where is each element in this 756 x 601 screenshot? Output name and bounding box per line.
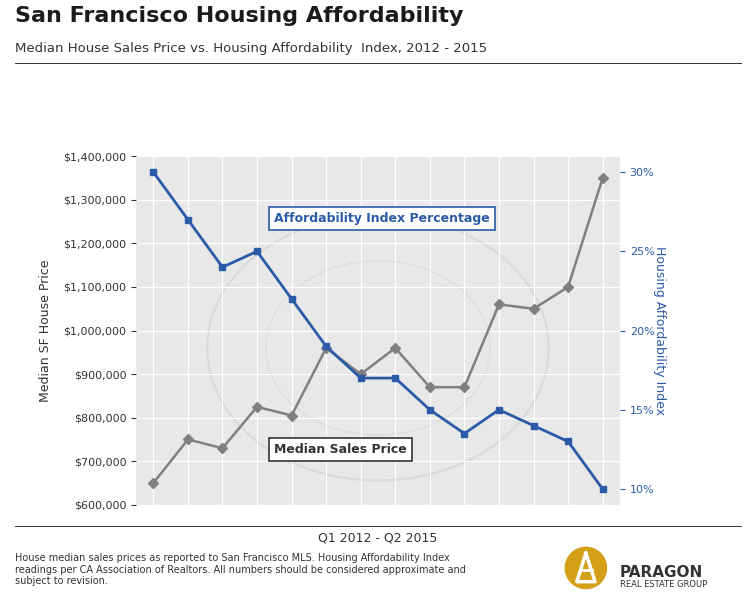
Text: Median House Sales Price vs. Housing Affordability  Index, 2012 - 2015: Median House Sales Price vs. Housing Aff… — [15, 42, 488, 55]
Text: San Francisco Housing Affordability: San Francisco Housing Affordability — [15, 6, 463, 26]
Text: Affordability Index Percentage: Affordability Index Percentage — [274, 212, 490, 225]
Y-axis label: Median SF House Price: Median SF House Price — [39, 259, 52, 402]
Text: REAL ESTATE GROUP: REAL ESTATE GROUP — [620, 580, 707, 589]
Circle shape — [565, 548, 606, 588]
Text: PARAGON: PARAGON — [620, 565, 703, 580]
Text: House median sales prices as reported to San Francisco MLS. Housing Affordabilit: House median sales prices as reported to… — [15, 553, 466, 586]
Text: Median Sales Price: Median Sales Price — [274, 442, 407, 456]
Text: Q1 2012 - Q2 2015: Q1 2012 - Q2 2015 — [318, 532, 438, 545]
Y-axis label: Housing Affordability Index: Housing Affordability Index — [652, 246, 665, 415]
